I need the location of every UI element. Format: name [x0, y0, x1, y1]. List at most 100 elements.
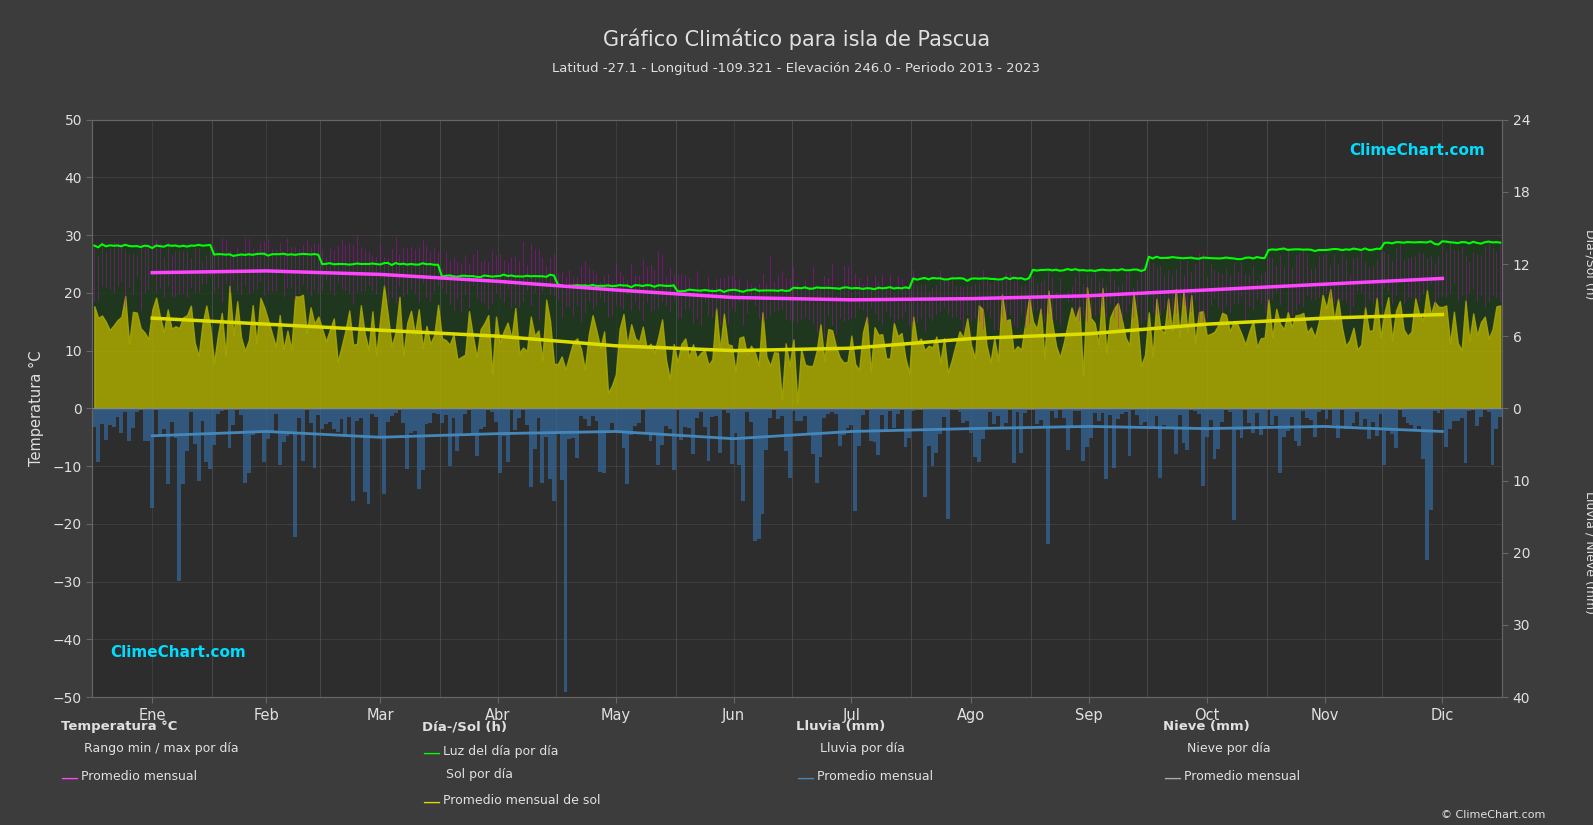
Bar: [1491, 408, 1494, 465]
Bar: [475, 408, 478, 456]
Bar: [309, 408, 312, 422]
Bar: [374, 408, 378, 417]
Text: ClimeChart.com: ClimeChart.com: [110, 645, 245, 660]
Bar: [421, 408, 425, 469]
Bar: [1193, 408, 1196, 412]
Bar: [239, 408, 244, 415]
Bar: [250, 408, 255, 436]
Bar: [838, 408, 841, 446]
Bar: [803, 408, 808, 417]
Bar: [1313, 408, 1317, 436]
Bar: [502, 408, 505, 436]
Bar: [231, 408, 236, 425]
Bar: [977, 408, 981, 462]
Bar: [127, 408, 131, 441]
Bar: [854, 408, 857, 511]
Bar: [1020, 408, 1023, 453]
Bar: [1271, 408, 1274, 426]
Bar: [382, 408, 386, 494]
Bar: [827, 408, 830, 414]
Bar: [247, 408, 250, 473]
Bar: [1182, 408, 1185, 443]
Bar: [703, 408, 707, 427]
Bar: [1109, 408, 1112, 415]
Bar: [1386, 408, 1391, 431]
Bar: [339, 408, 344, 419]
Bar: [119, 408, 123, 433]
Bar: [209, 408, 212, 469]
Text: Nieve por día: Nieve por día: [1187, 742, 1270, 756]
Bar: [1429, 408, 1432, 511]
Bar: [746, 408, 749, 412]
Bar: [1120, 408, 1123, 413]
Bar: [201, 408, 204, 422]
Bar: [749, 408, 753, 422]
Bar: [1494, 408, 1499, 429]
Bar: [166, 408, 169, 484]
Bar: [378, 408, 382, 437]
Bar: [1082, 408, 1085, 460]
Bar: [911, 408, 914, 411]
Bar: [464, 408, 467, 414]
Text: Lluvia / Nieve (mm): Lluvia / Nieve (mm): [1583, 491, 1593, 615]
Bar: [795, 408, 800, 422]
Bar: [1050, 408, 1055, 411]
Bar: [162, 408, 166, 428]
Bar: [626, 408, 629, 483]
Bar: [1147, 408, 1150, 426]
Bar: [1174, 408, 1177, 454]
Bar: [1378, 408, 1383, 414]
Bar: [781, 408, 784, 416]
Bar: [1421, 408, 1426, 459]
Bar: [472, 408, 475, 434]
Bar: [350, 408, 355, 501]
Bar: [1039, 408, 1042, 420]
Bar: [613, 408, 618, 432]
Bar: [1085, 408, 1090, 447]
Bar: [1372, 408, 1375, 422]
Bar: [965, 408, 969, 421]
Bar: [602, 408, 605, 473]
Bar: [1117, 408, 1120, 418]
Bar: [1066, 408, 1069, 450]
Bar: [1475, 408, 1478, 426]
Bar: [540, 408, 545, 483]
Bar: [726, 408, 730, 413]
Bar: [1239, 408, 1244, 438]
Bar: [1158, 408, 1163, 478]
Bar: [1212, 408, 1217, 460]
Bar: [632, 408, 637, 426]
Bar: [1309, 408, 1313, 420]
Bar: [417, 408, 421, 489]
Bar: [1282, 408, 1286, 436]
Bar: [529, 408, 532, 487]
Bar: [1317, 408, 1321, 412]
Text: —: —: [61, 769, 78, 787]
Bar: [499, 408, 502, 473]
Bar: [768, 408, 773, 417]
Bar: [594, 408, 599, 421]
Bar: [1437, 408, 1440, 413]
Bar: [459, 408, 464, 435]
Bar: [753, 408, 757, 540]
Text: © ClimeChart.com: © ClimeChart.com: [1440, 810, 1545, 820]
Bar: [973, 408, 977, 457]
Bar: [355, 408, 358, 421]
Bar: [1432, 408, 1437, 411]
Bar: [683, 408, 687, 427]
Bar: [695, 408, 699, 418]
Bar: [819, 408, 822, 456]
Bar: [182, 408, 185, 484]
Bar: [1456, 408, 1459, 421]
Bar: [637, 408, 640, 422]
Bar: [158, 408, 162, 436]
Bar: [545, 408, 548, 437]
Bar: [1047, 408, 1050, 544]
Bar: [962, 408, 965, 423]
Bar: [347, 408, 350, 417]
Bar: [1294, 408, 1297, 441]
Text: Gráfico Climático para isla de Pascua: Gráfico Climático para isla de Pascua: [602, 29, 991, 50]
Bar: [1405, 408, 1410, 423]
Bar: [478, 408, 483, 429]
Bar: [1290, 408, 1294, 417]
